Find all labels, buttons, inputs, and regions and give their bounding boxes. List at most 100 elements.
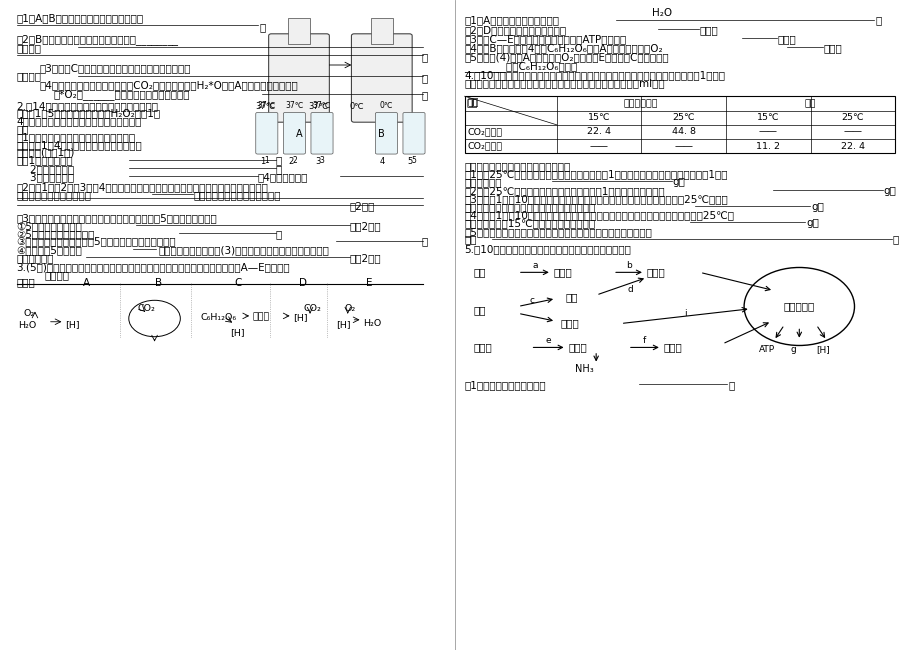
Text: ATP: ATP <box>758 345 775 354</box>
Text: （4）若使周围空气中二氧化碳为CO₂，瓶中的水均为H₂*O，则A瓶植株是否有可能产: （4）若使周围空气中二氧化碳为CO₂，瓶中的水均为H₂*O，则A瓶植株是否有可能… <box>40 81 298 90</box>
Text: （3）若要证明酶的活性受酸碱度的影响，而再增设5号试管，请补充：: （3）若要证明酶的活性受酸碱度的影响，而再增设5号试管，请补充： <box>17 213 217 223</box>
Text: 是：: 是： <box>464 235 477 244</box>
Text: 。: 。 <box>259 22 266 32</box>
Text: ，: ， <box>276 229 282 239</box>
Text: 号设置得不科学，改进的方法：: 号设置得不科学，改进的方法： <box>193 190 280 200</box>
Text: 有机酸: 有机酸 <box>664 343 682 352</box>
Text: 阶段。: 阶段。 <box>698 25 717 34</box>
Text: （4）如果1天有10个小时充分光照，其余时间在黑暗下度过，如果光照时的温度为25℃，: （4）如果1天有10个小时充分光照，其余时间在黑暗下度过，如果光照时的温度为25… <box>464 211 733 220</box>
Text: 请回答：: 请回答： <box>44 270 69 280</box>
Text: 25℃: 25℃ <box>672 113 694 122</box>
Text: 么现象？(每格1分): 么现象？(每格1分) <box>17 148 74 157</box>
FancyBboxPatch shape <box>375 112 397 154</box>
Text: 2.（14分）下图是验证酶的催化特性的几组对比: 2.（14分）下图是验证酶的催化特性的几组对比 <box>17 101 158 111</box>
Text: 过程。: 过程。 <box>777 34 795 44</box>
Text: 。（2分）: 。（2分） <box>349 253 380 263</box>
Text: 3: 3 <box>319 156 324 165</box>
Text: 37℃: 37℃ <box>255 102 276 111</box>
Text: （5）根据计算，种在新疆地区的西瓜比种在江浙一带甜的原因之一: （5）根据计算，种在新疆地区的西瓜比种在江浙一带甜的原因之一 <box>464 227 652 237</box>
Text: 。: 。 <box>421 73 427 83</box>
Text: 暗处: 暗处 <box>804 99 815 109</box>
Text: 2: 2 <box>291 156 297 165</box>
Text: 积累的葡萄糖: 积累的葡萄糖 <box>464 177 502 187</box>
Text: 多种酶催化: 多种酶催化 <box>783 302 814 311</box>
Text: （3）图中C管的设置对于维持植物的正常生命活动有: （3）图中C管的设置对于维持植物的正常生命活动有 <box>40 63 191 73</box>
Text: ——: —— <box>758 127 777 136</box>
Text: g: g <box>790 345 796 354</box>
Text: 过程：: 过程： <box>17 278 35 287</box>
FancyBboxPatch shape <box>283 112 305 154</box>
Text: D: D <box>299 278 307 287</box>
Text: B: B <box>154 278 162 287</box>
Text: 0℃: 0℃ <box>380 101 392 110</box>
Text: （2）若1号、2号、3号、4号都是为了验证酶的某项特性而设置的对照，哪一号设置得: （2）若1号、2号、3号、4号都是为了验证酶的某项特性而设置的对照，哪一号设置得 <box>17 182 268 192</box>
Text: 。: 。 <box>421 237 427 246</box>
Text: 号试管可作为完成上述(3)命题的一组对比实验，这组实验可: 号试管可作为完成上述(3)命题的一组对比实验，这组实验可 <box>158 245 329 255</box>
Text: i: i <box>683 309 686 318</box>
Text: 1: 1 <box>260 157 266 166</box>
Text: 实验，1～5号试管内装有等量的H₂O₂液。1～: 实验，1～5号试管内装有等量的H₂O₂液。1～ <box>17 109 161 118</box>
Text: 3: 3 <box>315 157 321 166</box>
Text: NH₃: NH₃ <box>574 364 593 374</box>
Text: 变化: 变化 <box>466 99 478 109</box>
FancyBboxPatch shape <box>351 34 412 122</box>
Text: ——: —— <box>674 142 692 151</box>
Text: （1）A过程中发生的能量变化是: （1）A过程中发生的能量变化是 <box>464 16 559 25</box>
Text: O₂: O₂ <box>23 309 34 318</box>
Text: e: e <box>545 336 551 345</box>
Text: 脂肪酸: 脂肪酸 <box>560 318 578 328</box>
Text: 黑暗时的温度为15℃，则一昼夜积累葡萄糖: 黑暗时的温度为15℃，则一昼夜积累葡萄糖 <box>464 218 596 228</box>
FancyBboxPatch shape <box>255 112 278 154</box>
FancyBboxPatch shape <box>268 34 329 122</box>
Text: 4.（10分）将一株植物置于密闭的容器中，用红外测量仪进行测量，测量时间均为1小时，: 4.（10分）将一株植物置于密闭的容器中，用红外测量仪进行测量，测量时间均为1小… <box>464 70 725 80</box>
Text: [H]: [H] <box>65 320 80 329</box>
Text: 。: 。 <box>875 16 881 25</box>
Text: ；4号试管口火柴: ；4号试管口火柴 <box>257 172 308 182</box>
Text: 5.（10分）下图为人体内能源物质代谢的部分过程图解：: 5.（10分）下图为人体内能源物质代谢的部分过程图解： <box>464 244 630 254</box>
FancyBboxPatch shape <box>403 112 425 154</box>
Text: 葡萄糖: 葡萄糖 <box>553 267 572 278</box>
Text: d: d <box>627 285 632 294</box>
Text: CO₂: CO₂ <box>137 304 154 313</box>
Text: 为什么？: 为什么？ <box>17 43 41 53</box>
Text: [H]: [H] <box>335 320 350 330</box>
Text: g。: g。 <box>811 202 823 212</box>
Text: 15℃: 15℃ <box>756 113 778 122</box>
Text: E: E <box>366 278 372 287</box>
Text: 37℃: 37℃ <box>308 102 328 111</box>
Text: （3）在C—E的各项生理过程中，产生ATP最多的是: （3）在C—E的各项生理过程中，产生ATP最多的是 <box>464 34 626 44</box>
Text: ——: —— <box>589 142 607 151</box>
Text: （4）若B过程生成了4摩尔C₆H₁₂O₆，则A过程一定产生了O₂: （4）若B过程生成了4摩尔C₆H₁₂O₆，则A过程一定产生了O₂ <box>464 43 663 53</box>
Text: 4号试管控制温度与投入物品如图所示，请回: 4号试管控制温度与投入物品如图所示，请回 <box>17 116 142 126</box>
Text: ③用带有余烬的火柴去试探5号试管口，将出现的现象：: ③用带有余烬的火柴去试探5号试管口，将出现的现象： <box>17 237 176 246</box>
Text: C: C <box>234 278 242 287</box>
Bar <box>288 18 310 44</box>
Text: A: A <box>295 129 302 138</box>
Text: （1）在25℃条件下，若这株植物在充分光照下1小时积累的有机物都是葡萄糖，则1小时: （1）在25℃条件下，若这株植物在充分光照下1小时积累的有机物都是葡萄糖，则1小… <box>464 170 727 179</box>
Text: （1）A、B、两瓶中的培养液应如何配置？: （1）A、B、两瓶中的培养液应如何配置？ <box>17 13 143 23</box>
Text: 丙酮酸: 丙酮酸 <box>253 313 270 322</box>
Text: ④你设置的5号试管与: ④你设置的5号试管与 <box>17 245 83 255</box>
Text: g。: g。 <box>806 218 819 228</box>
Text: （2）在25℃条件下，这株植物在充分光照下1小时总共制造葡萄糖: （2）在25℃条件下，这株植物在充分光照下1小时总共制造葡萄糖 <box>464 186 664 196</box>
Text: 。: 。 <box>728 380 734 390</box>
Text: 37℃: 37℃ <box>312 101 331 110</box>
Text: H₂O: H₂O <box>652 8 672 18</box>
Text: 何意义？: 何意义？ <box>17 72 41 81</box>
Text: 0℃: 0℃ <box>349 102 364 111</box>
Text: （3）如果1天有10个小时充分光照，其余时间在黑暗下度过且昼夜温度均为25℃，假定: （3）如果1天有10个小时充分光照，其余时间在黑暗下度过且昼夜温度均为25℃，假… <box>464 194 728 204</box>
Text: 丙酮酸: 丙酮酸 <box>646 267 665 278</box>
Text: （1）若投入物品后，立即用带有余烬的火: （1）若投入物品后，立即用带有余烬的火 <box>17 132 135 142</box>
Text: 。: 。 <box>421 90 427 100</box>
Text: 1: 1 <box>264 156 269 165</box>
Text: 3.(5分)下图简要表示了光合作用和呼吸作用中的五个生理过程（分别用过程：A—E表示），: 3.(5分)下图简要表示了光合作用和呼吸作用中的五个生理过程（分别用过程：A—E… <box>17 262 289 272</box>
Text: 25℃: 25℃ <box>841 113 863 122</box>
Text: 2: 2 <box>288 157 293 166</box>
Text: [H]: [H] <box>815 345 829 354</box>
Bar <box>464 96 894 153</box>
Text: C₆H₁₂O₆: C₆H₁₂O₆ <box>200 313 236 322</box>
Text: ；: ； <box>276 155 282 165</box>
Text: 37℃: 37℃ <box>257 101 276 110</box>
Text: 2号试管口火柴: 2号试管口火柴 <box>17 164 74 174</box>
Text: 答：1号试管口火柴: 答：1号试管口火柴 <box>17 155 74 165</box>
